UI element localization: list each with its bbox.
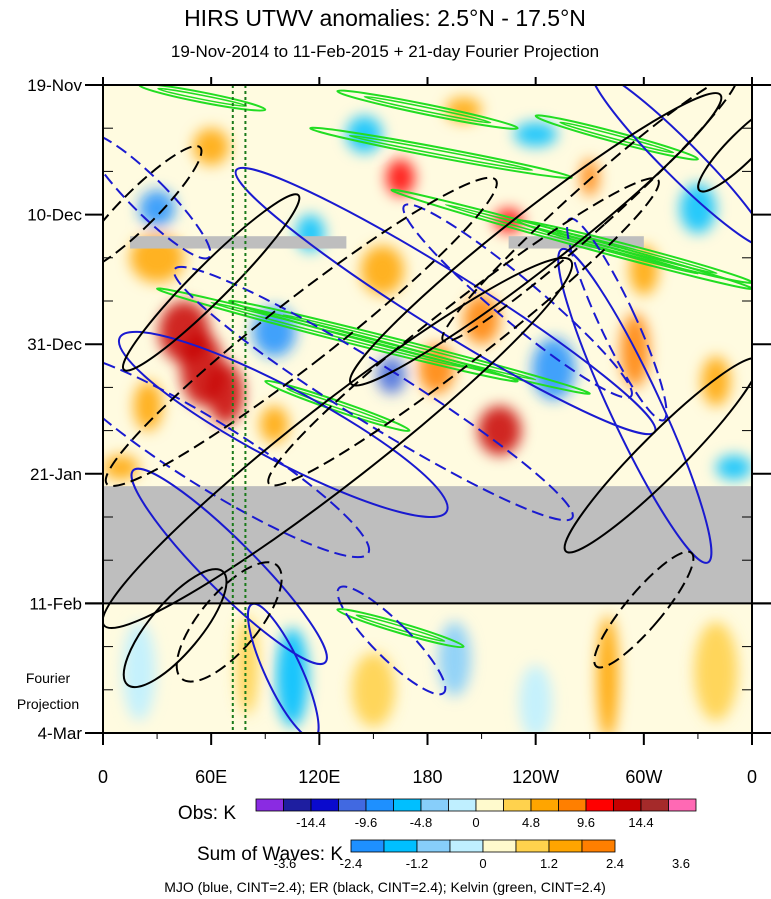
y-tick-label-5: 4-Mar — [38, 724, 83, 743]
contour-legend-footer: MJO (blue, CINT=2.4); ER (black, CINT=2.… — [164, 879, 606, 895]
waves-colorbar-label: Sum of Waves: K — [197, 844, 343, 865]
y-tick-label-0: 19-Nov — [27, 76, 82, 95]
waves-colorbar-box-3 — [450, 840, 483, 852]
anomaly-blob-13 — [361, 245, 404, 294]
waves-colorbar-box-6 — [549, 840, 582, 852]
waves-colorbar-tick-6: 3.6 — [672, 856, 690, 871]
chart-title: HIRS UTWV anomalies: 2.5°N - 17.5°N — [184, 5, 586, 31]
waves-colorbar-box-5 — [516, 840, 549, 852]
obs-colorbar-box-5 — [394, 799, 422, 811]
projection-label-line1: Fourier — [26, 670, 71, 686]
projection-blob-1 — [236, 616, 258, 715]
projection-blob-6 — [352, 653, 395, 727]
anomaly-blob-16 — [514, 122, 557, 147]
projection-blob-7 — [519, 665, 551, 739]
projection-blob-5 — [694, 622, 737, 721]
waves-colorbar-tick-1: -2.4 — [340, 856, 362, 871]
plot-area — [37, 59, 771, 746]
x-tick-label-4: 120W — [512, 767, 559, 787]
anomaly-blob-21 — [702, 357, 731, 406]
missing-data-band-0 — [103, 486, 752, 603]
waves-colorbar-tick-5: 2.4 — [606, 856, 624, 871]
y-tick-label-1: 10-Dec — [27, 206, 82, 225]
y-tick-label-4: 11-Feb — [29, 594, 82, 613]
obs-colorbar-tick-2: -4.8 — [410, 815, 432, 830]
projection-blob-2 — [276, 628, 308, 727]
obs-colorbar-tick-1: -9.6 — [355, 815, 377, 830]
obs-colorbar-tick-6: 14.4 — [628, 815, 653, 830]
obs-colorbar-box-4 — [366, 799, 394, 811]
anomaly-blob-2 — [208, 363, 244, 425]
projection-label-line2: Projection — [17, 696, 79, 712]
waves-colorbar-tick-0: -3.6 — [274, 856, 296, 871]
x-tick-label-6: 0 — [747, 767, 757, 787]
x-tick-label-0: 0 — [98, 767, 108, 787]
waves-colorbar-box-0 — [351, 840, 384, 852]
waves-colorbar-tick-3: 0 — [479, 856, 486, 871]
anomaly-blob-17 — [139, 190, 175, 227]
waves-colorbar-box-1 — [384, 840, 417, 852]
anomaly-blob-22 — [103, 455, 139, 480]
anomaly-blob-23 — [716, 455, 752, 480]
waves-colorbar-box-4 — [483, 840, 516, 852]
obs-colorbar-box-3 — [339, 799, 367, 811]
obs-colorbar-box-8 — [476, 799, 504, 811]
obs-colorbar-box-2 — [311, 799, 339, 811]
projection-blob-3 — [438, 622, 470, 696]
projection-blob-0 — [597, 616, 619, 739]
obs-colorbar-box-14 — [641, 799, 669, 811]
obs-colorbar-tick-0: -14.4 — [296, 815, 326, 830]
waves-colorbar-tick-2: -1.2 — [406, 856, 428, 871]
obs-colorbar-box-10 — [531, 799, 559, 811]
waves-colorbar-box-2 — [417, 840, 450, 852]
anomaly-blob-27 — [260, 406, 289, 443]
obs-colorbar-box-0 — [256, 799, 284, 811]
obs-colorbar: -14.4 -9.6 -4.8 0 4.8 9.6 14.4 — [256, 799, 696, 830]
waves-colorbar-box-7 — [582, 840, 615, 852]
anomaly-blob-10 — [581, 159, 599, 196]
x-tick-label-3: 180 — [412, 767, 442, 787]
obs-colorbar-tick-5: 9.6 — [577, 815, 595, 830]
obs-colorbar-box-1 — [284, 799, 312, 811]
chart-subtitle: 19-Nov-2014 to 11-Feb-2015 + 21-day Four… — [171, 42, 599, 61]
y-tick-label-2: 31-Dec — [27, 335, 82, 354]
waves-colorbar-tick-4: 1.2 — [540, 856, 558, 871]
anomaly-blob-20 — [680, 184, 716, 233]
anomaly-blob-6 — [478, 406, 521, 455]
obs-colorbar-tick-4: 4.8 — [522, 815, 540, 830]
projection-blob-4 — [123, 622, 155, 721]
obs-colorbar-label: Obs: K — [178, 803, 236, 824]
obs-colorbar-box-6 — [421, 799, 449, 811]
x-tick-label-2: 120E — [298, 767, 340, 787]
y-tick-label-3: 21-Jan — [30, 465, 82, 484]
obs-colorbar-box-11 — [559, 799, 587, 811]
obs-colorbar-box-15 — [669, 799, 697, 811]
obs-colorbar-box-9 — [504, 799, 532, 811]
x-tick-label-5: 60W — [625, 767, 662, 787]
obs-colorbar-box-12 — [586, 799, 614, 811]
x-tick-label-1: 60E — [195, 767, 227, 787]
obs-colorbar-box-13 — [614, 799, 642, 811]
obs-colorbar-tick-3: 0 — [472, 815, 479, 830]
obs-colorbar-box-7 — [449, 799, 477, 811]
